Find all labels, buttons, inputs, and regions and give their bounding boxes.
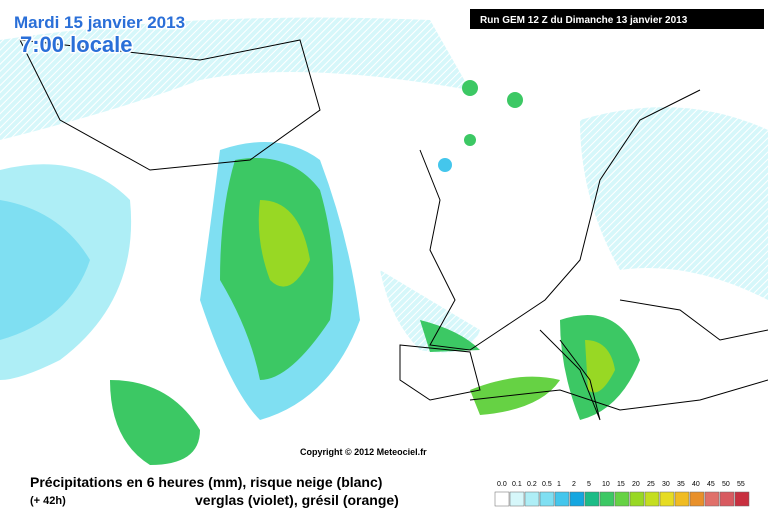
legend-label: 35 (677, 481, 685, 488)
legend-label: 10 (602, 481, 610, 488)
legend-swatch (524, 491, 540, 507)
date: Mardi 15 janvier 2013 (14, 13, 185, 32)
legend: 0.0 0.1 0.2 0.5 1 2 5 10 15 20 25 30 35 40 45 50 55 (494, 481, 750, 507)
legend-label: 1 (557, 481, 561, 488)
legend-swatch (659, 491, 675, 507)
legend-swatch (554, 491, 570, 507)
legend-label: 15 (617, 481, 625, 488)
legend-label: 0.2 (527, 481, 537, 488)
legend-swatch (629, 491, 645, 507)
legend-label: 20 (632, 481, 640, 488)
legend-label: 0.1 (512, 481, 522, 488)
legend-label: 30 (662, 481, 670, 488)
run: Run GEM 12 Z du Dimanche 13 janvier 2013 (480, 15, 688, 26)
caption-line1: Précipitations en 6 heures (mm), risque … (30, 474, 382, 490)
borders (19, 39, 768, 421)
legend-swatch (644, 491, 660, 507)
legend-swatch (614, 491, 630, 507)
precipitation-fields (0, 17, 768, 465)
legend-swatch (494, 491, 510, 507)
legend-label: 0.5 (542, 481, 552, 488)
legend-label: 25 (647, 481, 655, 488)
time: 7:00 locale (20, 32, 133, 57)
copyright: Copyright © 2012 Meteociel.fr (300, 447, 427, 457)
legend-swatch (569, 491, 585, 507)
legend-label: 55 (737, 481, 745, 488)
legend-swatch (584, 491, 600, 507)
legend-label: 2 (572, 481, 576, 488)
legend-swatch (599, 491, 615, 507)
legend-label: 50 (722, 481, 730, 488)
legend-label: 0.0 (497, 481, 507, 488)
legend-swatch (539, 491, 555, 507)
legend-swatch (734, 491, 750, 507)
legend-label: 5 (587, 481, 591, 488)
legend-swatch (689, 491, 705, 507)
legend-swatch (719, 491, 735, 507)
legend-label: 45 (707, 481, 715, 488)
legend-label: 40 (692, 481, 700, 488)
caption-offset: (+ 42h) (30, 495, 66, 507)
legend-swatch (674, 491, 690, 507)
caption-line2: verglas (violet), grésil (orange) (195, 492, 399, 508)
run-box (470, 9, 764, 29)
legend-swatch (509, 491, 525, 507)
legend-swatch (704, 491, 720, 507)
